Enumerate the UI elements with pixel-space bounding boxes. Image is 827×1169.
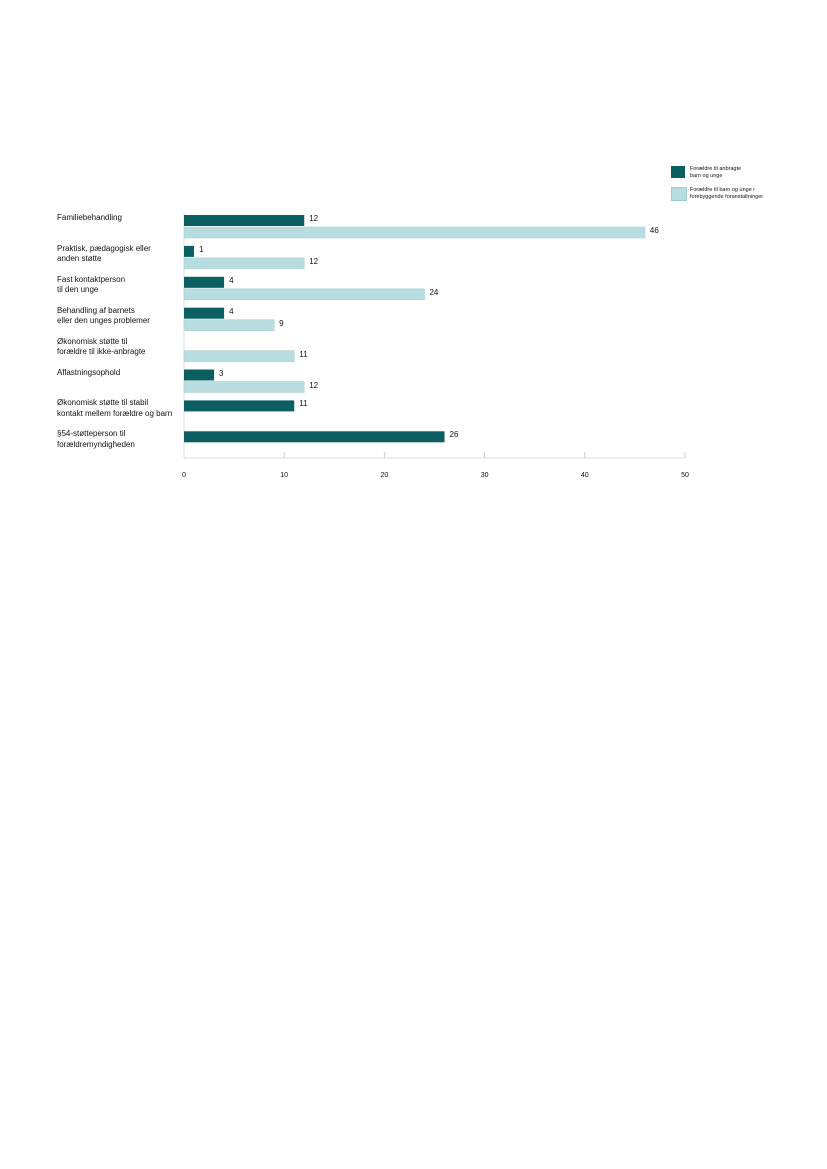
bar-anbragte xyxy=(184,369,215,381)
category-label: Behandling af barnets eller den unges pr… xyxy=(57,305,150,326)
x-tick-label: 30 xyxy=(480,472,489,479)
legend-label-anbragte: Forældre til anbragte barn og unge xyxy=(690,166,742,179)
data-label: 26 xyxy=(449,430,459,440)
bar-forebyggende xyxy=(183,381,305,393)
x-tick-label: 20 xyxy=(380,472,389,479)
category-label: Praktisk, pædagogisk eller anden støtte xyxy=(57,243,151,264)
data-label: 12 xyxy=(309,380,319,390)
bar-forebyggende xyxy=(183,288,425,301)
bar-forebyggende xyxy=(183,319,275,331)
x-tick-label: 10 xyxy=(280,472,289,479)
bar-anbragte xyxy=(184,215,305,226)
x-tick-label: 40 xyxy=(580,472,589,479)
x-tick-label: 0 xyxy=(182,472,186,479)
data-label: 4 xyxy=(229,275,234,285)
category-label: Aflastningsophold xyxy=(57,367,121,377)
bar-forebyggende xyxy=(183,257,305,270)
data-label: 11 xyxy=(299,349,308,359)
data-label: 46 xyxy=(649,226,659,235)
legend-swatch-forebyggende xyxy=(671,187,687,201)
data-label: 24 xyxy=(429,287,439,297)
legend-swatch-anbragte xyxy=(671,166,685,178)
category-label: §54-støtteperson til forældremyndigheden xyxy=(57,429,135,449)
bar-anbragte xyxy=(184,276,225,288)
legend-label-forebyggende: Forældre til barn og unge i forebyggende… xyxy=(690,187,764,200)
bar-anbragte xyxy=(184,245,195,257)
data-label: 1 xyxy=(199,244,204,254)
x-tick-label: 50 xyxy=(681,472,689,479)
category-label: Fast kontaktperson til den unge xyxy=(57,274,126,295)
data-label: 12 xyxy=(309,256,319,266)
data-label: 3 xyxy=(219,368,224,378)
category-label: Familiebehandling xyxy=(57,213,122,222)
bar-anbragte xyxy=(184,400,295,412)
bar-forebyggende xyxy=(183,350,295,362)
data-label: 11 xyxy=(299,399,308,409)
bar-anbragte xyxy=(184,307,225,319)
category-label: Økonomisk støtte til forældre til ikke-a… xyxy=(57,336,146,357)
bar-forebyggende xyxy=(183,226,646,239)
data-label: 4 xyxy=(229,306,234,316)
data-label: 9 xyxy=(279,318,284,328)
data-label: 12 xyxy=(309,214,319,223)
bar-anbragte xyxy=(184,431,445,443)
category-label: Økonomisk støtte til stabil kontakt mell… xyxy=(57,398,173,418)
